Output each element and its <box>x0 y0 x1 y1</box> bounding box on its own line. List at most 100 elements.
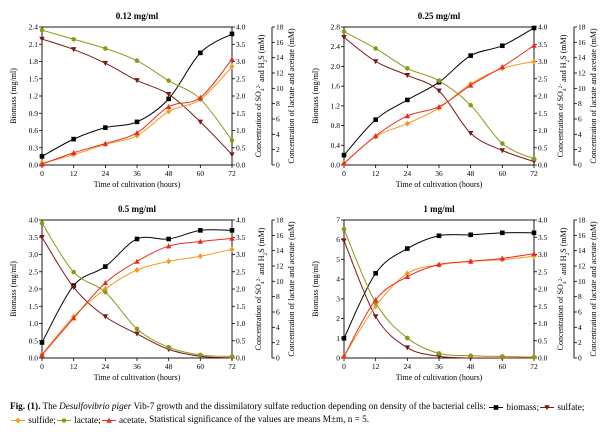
biomass-point <box>71 136 76 142</box>
inner-right-tick-label: 2.5 <box>236 267 246 276</box>
x-tick-label: 48 <box>467 169 475 178</box>
chart-title: 0.12 mg/ml <box>116 11 159 21</box>
left-axis-label: Biomass (mg/ml) <box>9 68 18 124</box>
acetate-point <box>102 140 109 146</box>
x-tick-label: 24 <box>102 362 110 371</box>
biomass-point <box>373 270 378 276</box>
x-tick-label: 24 <box>404 169 412 178</box>
x-tick-label: 48 <box>467 362 475 371</box>
sulfate-point <box>39 234 45 241</box>
sulfate-point <box>341 35 347 41</box>
left-tick-label: 1.5 <box>29 74 39 83</box>
acetate-point <box>499 64 506 70</box>
outer-right-tick-label: 10 <box>578 84 586 93</box>
acetate-point <box>165 243 172 249</box>
inner-right-tick-label: 3.5 <box>236 40 246 49</box>
acetate-point <box>39 161 45 167</box>
biomass-line <box>343 232 535 339</box>
inner-right-tick-label: 3.5 <box>538 40 548 49</box>
x-tick-label: 72 <box>228 362 236 371</box>
left-tick-label: 0.0 <box>331 161 341 170</box>
left-tick-label: 0 <box>336 354 340 363</box>
x-tick-label: 12 <box>372 169 380 178</box>
outer-right-axis-label: Concentration of lactate and acetate (mM… <box>589 221 598 357</box>
sulfate-point <box>372 314 379 320</box>
inner-right-tick-label: 4.0 <box>538 216 548 225</box>
lactate-point <box>229 354 235 359</box>
caption-legend: biomass; sulfate; sulfide; lactate; acet… <box>10 401 585 426</box>
inner-right-tick-label: 3.0 <box>236 250 246 259</box>
lactate-legend-marker <box>61 417 67 423</box>
biomass-line <box>41 229 233 343</box>
inner-right-tick-label: 2.5 <box>538 267 548 276</box>
caption-species: Desulfovibrio piger <box>59 401 132 411</box>
chart-title: 0.25 mg/ml <box>418 11 461 21</box>
outer-right-tick-label: 14 <box>276 246 284 255</box>
biomass-point <box>229 228 235 233</box>
lactate-point <box>405 335 410 341</box>
legend-item-sulfide: sulfide; <box>10 414 56 426</box>
outer-right-tick-label: 6 <box>276 308 280 317</box>
left-tick-label: 0.3 <box>29 143 39 152</box>
left-tick-label: 6 <box>336 235 340 244</box>
lactate-point <box>468 102 473 108</box>
left-tick-label: 0.0 <box>29 354 39 363</box>
outer-right-axis-label: Concentration of lactate and acetate (mM… <box>287 28 296 164</box>
acetate-point <box>372 133 379 139</box>
biomass-point <box>341 152 347 158</box>
x-tick-label: 0 <box>40 362 44 371</box>
sulfide-point <box>404 270 410 277</box>
sulfate-legend-marker <box>544 405 550 411</box>
left-tick-label: 2.5 <box>29 267 39 276</box>
inner-right-axis-label: Concentration of SO42- and H2S (mM) <box>556 34 571 157</box>
inner-right-tick-label: 4.0 <box>538 23 548 32</box>
legend-label-sulfate: sulfate; <box>555 401 585 412</box>
lactate-point <box>103 289 108 295</box>
inner-right-tick-label: 0.0 <box>236 161 246 170</box>
left-tick-label: 5 <box>336 255 340 264</box>
outer-right-tick-label: 4 <box>276 130 280 139</box>
biomass-point <box>468 53 473 58</box>
outer-right-tick-label: 16 <box>578 231 586 240</box>
lactate-point <box>71 36 76 42</box>
acetate-point <box>70 315 77 321</box>
sulfate-point <box>134 78 140 84</box>
outer-right-tick-label: 8 <box>578 99 582 108</box>
lactate-point <box>500 141 505 146</box>
outer-right-tick-label: 8 <box>578 292 582 301</box>
biomass-point <box>373 117 378 122</box>
x-tick-label: 12 <box>372 362 380 371</box>
acetate-point <box>341 160 347 166</box>
outer-right-tick-label: 6 <box>578 115 582 124</box>
outer-right-tick-label: 12 <box>578 262 586 271</box>
figure-caption: Fig. (1). The Desulfovibrio piger Vib-7 … <box>10 400 596 426</box>
left-tick-label: 0.4 <box>331 141 341 150</box>
x-tick-label: 60 <box>197 169 205 178</box>
left-axis-label: Biomass (mg/ml) <box>311 68 320 124</box>
acetate-point <box>531 250 537 257</box>
acetate-point <box>134 258 140 264</box>
lactate-line <box>343 229 535 358</box>
outer-right-tick-label: 8 <box>276 292 280 301</box>
inner-right-tick-label: 1.0 <box>538 126 548 135</box>
sulfate-point <box>102 60 109 66</box>
left-tick-label: 1.6 <box>331 82 341 91</box>
biomass-point <box>229 31 235 37</box>
lactate-point <box>103 46 108 51</box>
inner-right-axis-label: Concentration of SO42- and H2S (mM) <box>254 227 269 350</box>
sulfide-point <box>134 132 140 139</box>
outer-right-tick-label: 16 <box>578 38 586 47</box>
acetate-line <box>41 58 233 165</box>
inner-right-tick-label: 0.0 <box>538 161 548 170</box>
sulfate-point <box>341 238 347 244</box>
biomass-point <box>134 119 140 125</box>
lactate-point <box>134 326 140 332</box>
acetate-point <box>229 235 235 241</box>
outer-right-tick-label: 0 <box>276 161 280 170</box>
acetate-line <box>343 253 535 357</box>
lactate-point <box>468 353 473 359</box>
legend-item-lactate: lactate; <box>56 414 101 426</box>
